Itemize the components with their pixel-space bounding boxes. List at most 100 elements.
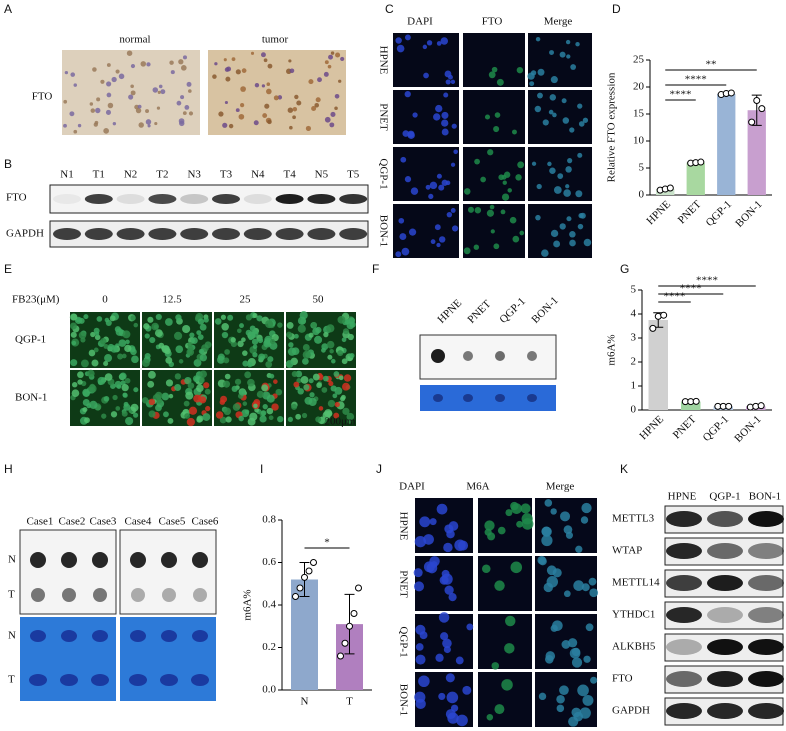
- cell: [583, 238, 592, 247]
- cell: [219, 416, 227, 424]
- cell: [232, 403, 241, 411]
- cell: [561, 98, 567, 104]
- cell: [340, 56, 345, 62]
- cell: [463, 247, 471, 255]
- band: [180, 194, 209, 204]
- dot: [31, 588, 45, 602]
- y-tick-label: 10: [633, 135, 645, 147]
- cell: [191, 337, 198, 345]
- cell: [484, 114, 491, 120]
- cell: [237, 340, 244, 348]
- cell: [199, 370, 208, 378]
- cell: [317, 77, 322, 83]
- stain: [20, 617, 116, 701]
- label: T: [8, 589, 15, 601]
- cell: [455, 656, 464, 665]
- cell: [96, 97, 101, 102]
- cell: [291, 347, 300, 355]
- band: [84, 228, 113, 240]
- cell: [116, 384, 122, 389]
- cell: [399, 233, 407, 241]
- cell: [119, 372, 127, 380]
- cell: [147, 380, 155, 388]
- band: [707, 703, 743, 719]
- band: [707, 543, 743, 559]
- band: [307, 228, 336, 240]
- cell: [70, 322, 77, 330]
- cell: [89, 400, 98, 410]
- y-tick-label: 2: [631, 356, 637, 368]
- cell: [583, 655, 591, 663]
- cell: [348, 317, 356, 325]
- cell: [90, 108, 96, 113]
- cell: [557, 173, 564, 179]
- cell: [87, 369, 95, 378]
- cell: [530, 70, 537, 76]
- label: PNET: [397, 570, 409, 598]
- cell: [448, 74, 453, 80]
- y-tick-label: 5: [639, 162, 645, 174]
- cell: [277, 95, 283, 100]
- cell: [511, 129, 517, 135]
- label: T4: [283, 169, 296, 181]
- cell: [215, 411, 224, 419]
- dot: [29, 674, 47, 686]
- dot: [463, 394, 473, 402]
- cell: [147, 124, 151, 128]
- cell: [157, 90, 161, 94]
- cell: [141, 359, 150, 367]
- cell: [133, 412, 139, 418]
- panel-letter: J: [376, 462, 382, 476]
- cell: [257, 337, 264, 344]
- bar: [681, 401, 701, 410]
- band: [53, 194, 81, 204]
- panel-letter: H: [4, 462, 13, 476]
- cell: [342, 407, 350, 415]
- cell: [577, 223, 584, 230]
- cell: [130, 348, 137, 356]
- label: Case3: [90, 516, 117, 528]
- dot: [131, 588, 145, 602]
- cell: [537, 92, 543, 99]
- micrograph: [528, 204, 592, 258]
- cell: [184, 413, 191, 419]
- cell: [100, 338, 107, 345]
- cell: [293, 381, 300, 388]
- cell: [271, 403, 279, 411]
- cell: [249, 325, 256, 332]
- cell: [63, 99, 68, 104]
- cell: [324, 116, 331, 123]
- dot: [527, 351, 537, 361]
- point: [310, 559, 317, 566]
- dot: [431, 349, 445, 363]
- cell: [413, 581, 425, 592]
- label: QGP-1: [15, 334, 46, 346]
- cell: [565, 184, 570, 189]
- cell: [94, 334, 101, 341]
- cell: [450, 79, 456, 85]
- cell: [521, 518, 534, 530]
- cell: [443, 92, 449, 98]
- point: [660, 311, 668, 319]
- dot: [193, 588, 207, 602]
- band: [339, 228, 368, 240]
- cell: [304, 396, 313, 405]
- label: ****: [696, 275, 718, 287]
- cell: [567, 158, 573, 164]
- cell: [337, 315, 346, 324]
- cell: [342, 328, 350, 335]
- band: [707, 639, 743, 655]
- cell: [582, 117, 589, 123]
- blot: [119, 529, 217, 615]
- cell: [152, 87, 159, 93]
- cell: [329, 348, 334, 354]
- label: T3: [220, 169, 233, 181]
- point: [666, 184, 674, 192]
- cell: [315, 416, 322, 423]
- cell: [441, 179, 448, 186]
- cell: [184, 105, 190, 110]
- band: [748, 639, 784, 655]
- panel-letter: K: [620, 462, 628, 476]
- cell: [491, 662, 500, 670]
- label: Case1: [27, 516, 54, 528]
